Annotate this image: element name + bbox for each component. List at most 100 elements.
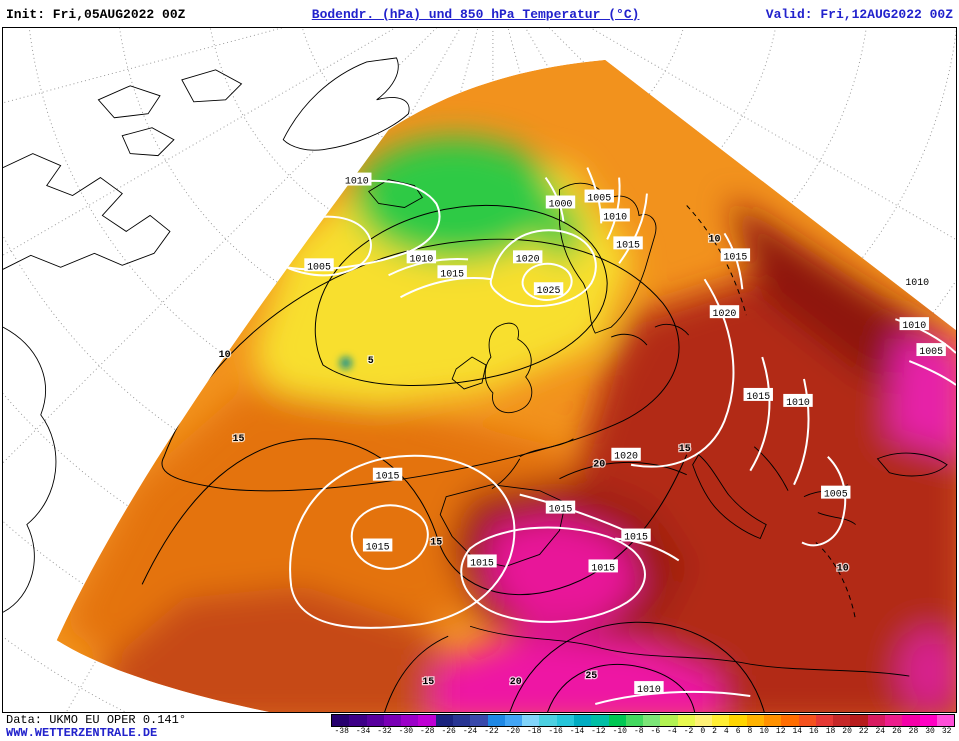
svg-text:1010: 1010 bbox=[905, 277, 929, 288]
svg-text:1025: 1025 bbox=[537, 285, 561, 296]
colorbar-tick-label: -8 bbox=[633, 727, 644, 736]
svg-text:1000: 1000 bbox=[549, 198, 573, 209]
colorbar-tick-label: 6 bbox=[735, 727, 741, 736]
svg-text:1015: 1015 bbox=[470, 557, 494, 568]
contour-label: 20 bbox=[593, 459, 605, 470]
svg-text:1005: 1005 bbox=[307, 261, 331, 272]
colorbar-segment bbox=[539, 715, 557, 726]
colorbar-segment bbox=[643, 715, 661, 726]
isobar-label: 1015 bbox=[588, 559, 618, 573]
svg-text:1015: 1015 bbox=[366, 541, 390, 552]
contour-label: 15 bbox=[430, 536, 442, 547]
colorbar-segment bbox=[349, 715, 367, 726]
isobar-label: 1010 bbox=[899, 317, 929, 331]
greenland-outline bbox=[282, 57, 410, 151]
isobar-label: 1010 bbox=[406, 250, 437, 264]
colorbar-segment bbox=[660, 715, 678, 726]
isobar-label: 1005 bbox=[821, 485, 851, 500]
colorbar-segment bbox=[401, 715, 419, 726]
svg-text:1005: 1005 bbox=[919, 346, 943, 357]
svg-text:1015: 1015 bbox=[723, 251, 747, 262]
colorbar-tick-label: 18 bbox=[825, 727, 836, 736]
colorbar-tick-label: 22 bbox=[858, 727, 869, 736]
colorbar-segment bbox=[936, 715, 955, 726]
isobar-label: 1005 bbox=[304, 258, 334, 272]
temperature-contours bbox=[141, 205, 857, 712]
colorbar-tick-label: 32 bbox=[941, 727, 952, 736]
svg-text:1020: 1020 bbox=[516, 253, 540, 264]
colorbar-tick-label: -34 bbox=[355, 727, 371, 736]
colorbar-tick-label: -30 bbox=[398, 727, 414, 736]
colorbar-segment bbox=[435, 715, 453, 726]
temperature-field bbox=[56, 59, 956, 712]
contour-label: 5 bbox=[368, 355, 374, 366]
colorbar-segment bbox=[781, 715, 799, 726]
colorbar-tick-label: -22 bbox=[484, 727, 499, 736]
colorbar-segment bbox=[850, 715, 868, 726]
isobar-label: 1015 bbox=[613, 236, 643, 250]
iceland-outline bbox=[368, 179, 424, 208]
colorbar-segment bbox=[833, 715, 851, 726]
colorbar-labels: -38 -34 -32 -30 -28 -26 -24 -22 -20 -18 -16 -14 -12-… bbox=[331, 727, 955, 737]
colorbar-segment bbox=[867, 715, 885, 726]
svg-text:1010: 1010 bbox=[786, 397, 810, 408]
svg-text:1005: 1005 bbox=[587, 192, 611, 203]
svg-text:1015: 1015 bbox=[624, 531, 648, 542]
colorbar-tick-label: 12 bbox=[775, 727, 786, 736]
isobar-label: 1010 bbox=[342, 172, 372, 187]
italy-outline bbox=[692, 454, 767, 540]
colorbar-segment bbox=[504, 715, 523, 726]
contour-label: 10 bbox=[709, 233, 721, 244]
colorbar-tick-label: 20 bbox=[842, 727, 852, 736]
uk-outline bbox=[484, 322, 533, 414]
coastlines-background bbox=[3, 57, 410, 613]
svg-text:1015: 1015 bbox=[591, 562, 615, 573]
colorbar-segment bbox=[487, 715, 505, 726]
colorbar-segment bbox=[452, 715, 471, 726]
colorbar-tick-label: -18 bbox=[527, 727, 542, 736]
colorbar-segment bbox=[470, 715, 488, 726]
colorbar-segments bbox=[331, 714, 955, 727]
colorbar-segment bbox=[729, 715, 747, 726]
map-frame: 5 10 10 15 15 15 20 15 20 25 10 1010 1005 1010 1015 10… bbox=[2, 27, 957, 713]
svg-text:1020: 1020 bbox=[713, 308, 737, 319]
colorbar-tick-label: 8 bbox=[747, 727, 753, 736]
map-title: Bodendr. (hPa) und 850 hPa Temperatur (°… bbox=[311, 7, 640, 22]
svg-text:1015: 1015 bbox=[440, 268, 464, 279]
iberia-outline bbox=[439, 484, 566, 567]
svg-text:1015: 1015 bbox=[549, 504, 573, 515]
colorbar-segment bbox=[418, 715, 436, 726]
isobar-label: 1010 bbox=[902, 274, 932, 288]
svg-text:1010: 1010 bbox=[345, 176, 369, 187]
isobar-label: 1005 bbox=[584, 189, 614, 204]
colorbar-segment bbox=[694, 715, 713, 726]
svg-text:1015: 1015 bbox=[616, 239, 640, 250]
colorbar-segment bbox=[591, 715, 609, 726]
isobar-label: 1015 bbox=[720, 248, 751, 262]
svg-text:1010: 1010 bbox=[902, 320, 926, 331]
footer: Data: UKMO EU OPER 0.141° WWW.WETTERZENT… bbox=[0, 713, 959, 741]
svg-text:1010: 1010 bbox=[409, 253, 433, 264]
colorbar-segment bbox=[625, 715, 644, 726]
svg-text:1010: 1010 bbox=[603, 211, 627, 222]
colorbar-tick-label: -24 bbox=[462, 727, 478, 736]
colorbar-tick-label: 26 bbox=[892, 727, 902, 736]
svg-text:1015: 1015 bbox=[746, 391, 770, 402]
header: Init: Fri,05AUG2022 00Z Bodendr. (hPa) u… bbox=[0, 0, 959, 27]
isobar-label: 1015 bbox=[743, 387, 773, 402]
isobar-label: 1015 bbox=[362, 538, 393, 552]
colorbar-tick-label: -38 bbox=[334, 727, 349, 736]
isobar-label: 1015 bbox=[467, 554, 497, 568]
colorbar-segment bbox=[366, 715, 384, 726]
colorbar-segment bbox=[556, 715, 574, 726]
isobar-label: 1010 bbox=[634, 681, 664, 695]
ireland-outline bbox=[451, 356, 487, 390]
colorbar-segment bbox=[798, 715, 816, 726]
colorbar-tick-label: -2 bbox=[683, 727, 694, 736]
contour-label: 10 bbox=[219, 349, 231, 360]
contour-label: 15 bbox=[422, 676, 434, 687]
colorbar-tick-label: -6 bbox=[650, 727, 661, 736]
colorbar-tick-label: -26 bbox=[441, 727, 456, 736]
colorbar-tick-label: -28 bbox=[420, 727, 435, 736]
data-source-label: Data: UKMO EU OPER 0.141° bbox=[6, 713, 187, 727]
